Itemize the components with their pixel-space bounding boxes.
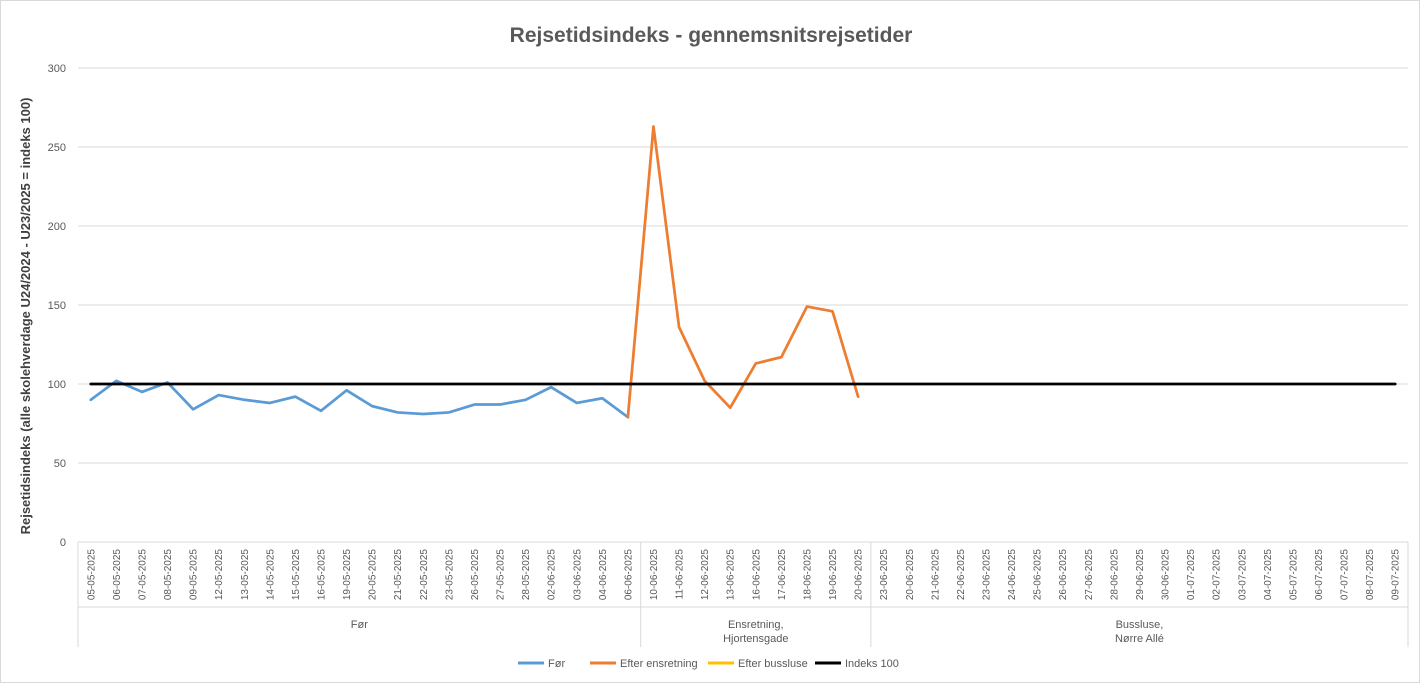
x-tick-label: 07-07-2025 bbox=[1340, 549, 1351, 601]
series-line-før bbox=[89, 379, 630, 419]
legend-label: Efter bussluse bbox=[738, 658, 808, 670]
x-tick-label: 21-06-2025 bbox=[930, 549, 941, 601]
x-tick-label: 22-06-2025 bbox=[956, 549, 967, 601]
group-label: Bussluse, bbox=[1116, 619, 1164, 631]
series-line-efter-ensretning bbox=[626, 125, 860, 419]
x-tick-label: 09-05-2025 bbox=[189, 549, 200, 601]
legend: Før Efter ensretning Efter bussluse Indeks … bbox=[518, 658, 899, 670]
series-lines bbox=[89, 125, 1397, 419]
x-tick-label: 26-05-2025 bbox=[470, 549, 481, 601]
group-label: Hjortensgade bbox=[723, 633, 788, 645]
x-tick-label: 04-06-2025 bbox=[598, 549, 609, 601]
x-tick-label: 22-05-2025 bbox=[419, 549, 430, 601]
y-tick-labels: 0 50 100 150 200 250 300 bbox=[48, 63, 66, 549]
y-tick-label: 100 bbox=[48, 379, 66, 391]
x-tick-label: 23-06-2025 bbox=[879, 549, 890, 601]
x-tick-label: 12-05-2025 bbox=[214, 549, 225, 601]
x-tick-label: 04-07-2025 bbox=[1263, 549, 1274, 601]
category-groups: Før Ensretning, Hjortensgade Bussluse, Nørre… bbox=[77, 542, 1409, 647]
x-tick-label: 07-05-2025 bbox=[137, 549, 148, 601]
x-tick-label: 03-07-2025 bbox=[1237, 549, 1248, 601]
x-tick-label: 05-05-2025 bbox=[86, 549, 97, 601]
x-tick-label: 02-06-2025 bbox=[547, 549, 558, 601]
x-tick-label: 06-05-2025 bbox=[112, 549, 123, 601]
x-tick-label: 19-05-2025 bbox=[342, 549, 353, 601]
y-tick-label: 250 bbox=[48, 142, 66, 154]
x-tick-label: 06-06-2025 bbox=[623, 549, 634, 601]
y-tick-label: 150 bbox=[48, 300, 66, 312]
x-tick-label: 30-06-2025 bbox=[1161, 549, 1172, 601]
y-tick-label: 0 bbox=[60, 537, 66, 549]
chart-title: Rejsetidsindeks - gennemsnitsrejsetider bbox=[510, 24, 913, 47]
x-tick-label: 18-06-2025 bbox=[802, 549, 813, 601]
x-tick-label: 13-06-2025 bbox=[726, 549, 737, 601]
x-tick-label: 20-05-2025 bbox=[368, 549, 379, 601]
x-tick-label: 20-06-2025 bbox=[854, 549, 865, 601]
x-tick-label: 23-05-2025 bbox=[444, 549, 455, 601]
x-tick-label: 15-05-2025 bbox=[291, 549, 302, 601]
x-tick-label: 03-06-2025 bbox=[572, 549, 583, 601]
x-tick-label: 08-05-2025 bbox=[163, 549, 174, 601]
group-label: Ensretning, bbox=[728, 619, 784, 631]
x-axis: 05-05-2025 06-05-2025 07-05-2025 08-05-2025… bbox=[78, 541, 1408, 601]
x-tick-label: 16-05-2025 bbox=[316, 549, 327, 601]
x-tick-label: 23-06-2025 bbox=[981, 549, 992, 601]
x-tick-label: 11-06-2025 bbox=[675, 549, 686, 600]
x-tick-label: 27-06-2025 bbox=[1084, 549, 1095, 601]
y-tick-label: 200 bbox=[48, 221, 66, 233]
x-tick-label: 21-05-2025 bbox=[393, 549, 404, 601]
x-tick-label: 19-06-2025 bbox=[828, 549, 839, 601]
x-tick-label: 26-06-2025 bbox=[1058, 549, 1069, 601]
x-tick-label: 05-07-2025 bbox=[1288, 549, 1299, 601]
x-tick-label: 09-07-2025 bbox=[1391, 549, 1402, 601]
legend-label: Før bbox=[548, 658, 565, 670]
x-tick-label: 01-07-2025 bbox=[1186, 549, 1197, 601]
group-label: Før bbox=[351, 619, 368, 631]
x-tick-label: 29-06-2025 bbox=[1135, 549, 1146, 601]
x-tick-label: 25-06-2025 bbox=[1033, 549, 1044, 601]
gridlines bbox=[78, 67, 1408, 464]
x-tick-label: 14-05-2025 bbox=[265, 549, 276, 601]
x-tick-label: 16-06-2025 bbox=[751, 549, 762, 601]
x-tick-label: 13-05-2025 bbox=[240, 549, 251, 601]
legend-label: Indeks 100 bbox=[845, 658, 899, 670]
x-tick-label: 10-06-2025 bbox=[649, 549, 660, 601]
x-tick-label: 06-07-2025 bbox=[1314, 549, 1325, 601]
legend-label: Efter ensretning bbox=[620, 658, 698, 670]
y-tick-label: 50 bbox=[54, 458, 66, 470]
y-tick-label: 300 bbox=[48, 63, 66, 75]
x-tick-label: 12-06-2025 bbox=[700, 549, 711, 601]
x-tick-label: 24-06-2025 bbox=[1007, 549, 1018, 601]
x-tick-label: 02-07-2025 bbox=[1212, 549, 1223, 601]
x-tick-label: 08-07-2025 bbox=[1365, 549, 1376, 601]
x-tick-label: 28-06-2025 bbox=[1109, 549, 1120, 601]
x-tick-label: 28-05-2025 bbox=[521, 549, 532, 601]
x-tick-label: 17-06-2025 bbox=[777, 549, 788, 601]
y-axis-label: Rejsetidsindeks (alle skolehverdage U24/… bbox=[18, 98, 33, 535]
x-tick-label: 20-06-2025 bbox=[905, 549, 916, 601]
group-label: Nørre Allé bbox=[1115, 633, 1164, 645]
x-tick-label: 27-05-2025 bbox=[496, 549, 507, 601]
